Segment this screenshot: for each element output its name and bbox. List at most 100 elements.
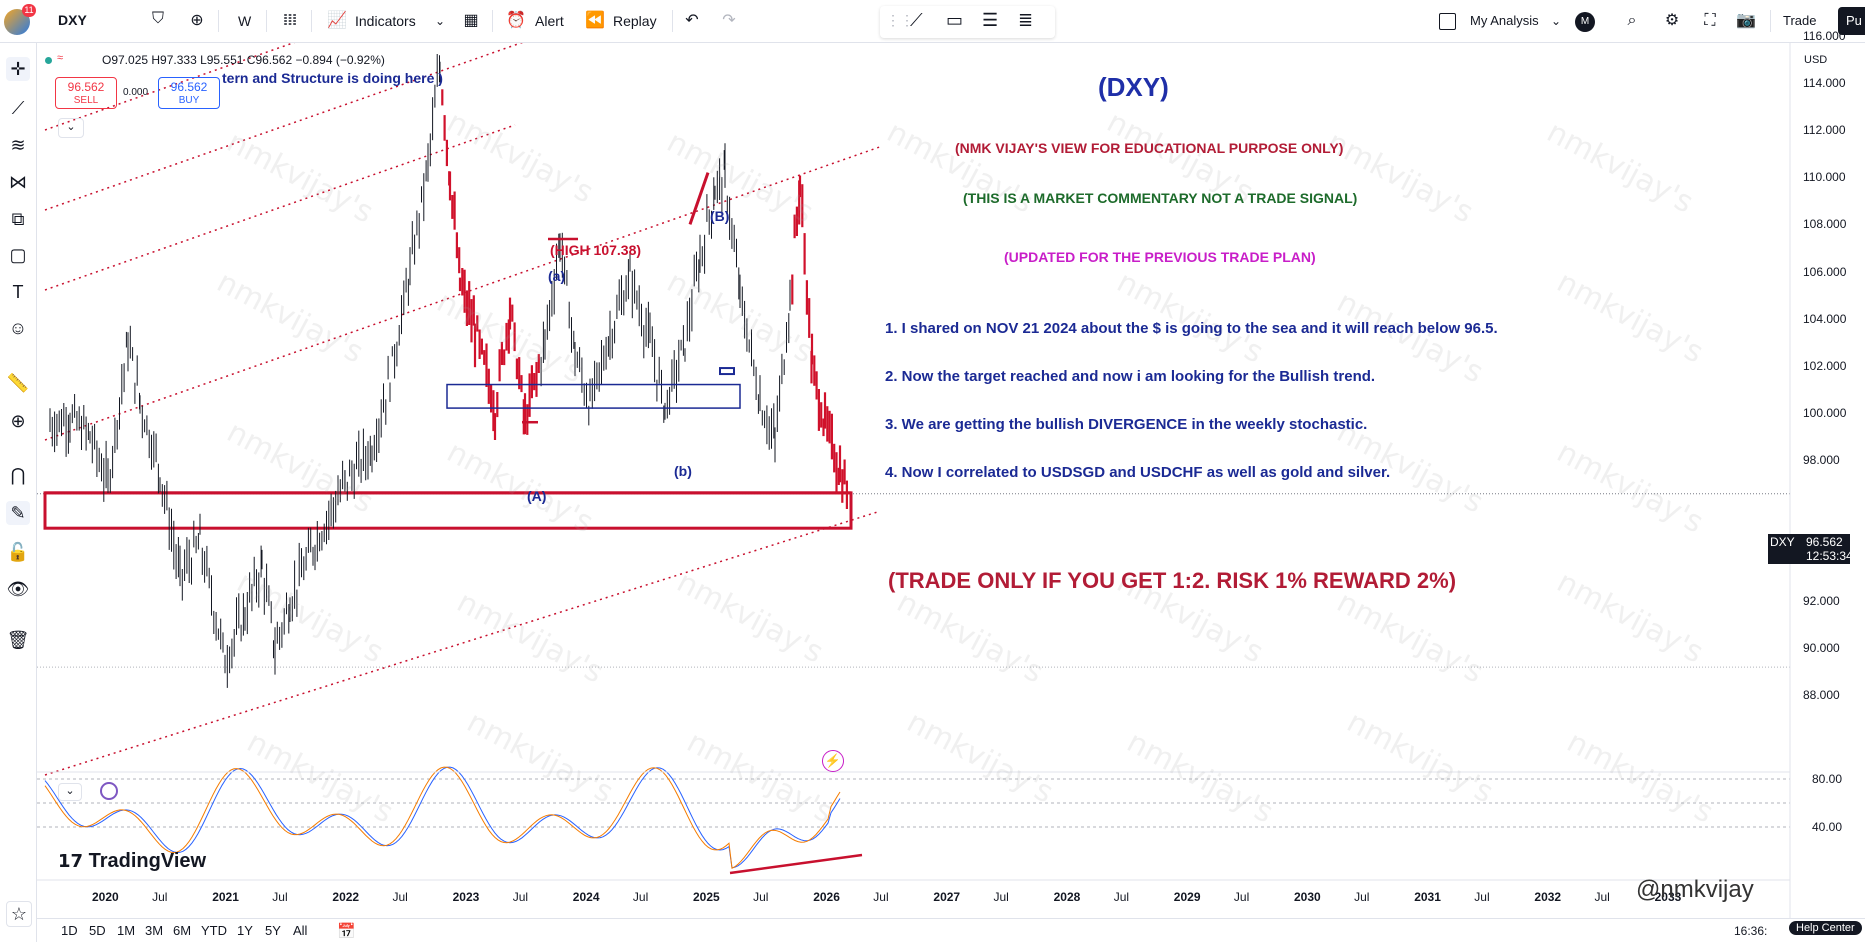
symbol-search[interactable]: DXY ⛉ xyxy=(44,8,174,34)
shapes-icon[interactable]: ▢ xyxy=(9,245,27,265)
oscillator-tick-label: 80.00 xyxy=(1812,772,1843,786)
price-chart[interactable] xyxy=(37,43,1865,918)
tradingview-logo: 𝟭𝟳 TradingView xyxy=(58,850,206,873)
divider xyxy=(672,10,673,32)
range-button[interactable]: YTD xyxy=(201,923,227,938)
sell-button[interactable]: 96.562 SELL xyxy=(55,77,117,109)
price-tick-label: 92.000 xyxy=(1803,594,1840,609)
time-tick-label: Jul xyxy=(1113,890,1130,904)
publish-button[interactable]: Pu xyxy=(1838,7,1865,35)
drag-handle-icon[interactable]: ⋮⋮ xyxy=(886,12,914,28)
range-button[interactable]: 3M xyxy=(145,923,164,938)
oscillator-collapse-icon[interactable]: ⌄ xyxy=(58,783,82,801)
rectangle-tool-icon[interactable]: ▭ xyxy=(946,10,964,30)
fib-tool-icon[interactable]: ☰ xyxy=(982,10,999,30)
layout-name[interactable]: My Analysis xyxy=(1470,13,1539,28)
time-tick-label: 2029 xyxy=(1173,890,1201,904)
demand-zone-box[interactable] xyxy=(43,491,853,530)
range-box[interactable] xyxy=(446,383,741,409)
price-tick-label: 90.000 xyxy=(1803,641,1840,656)
time-tick-label: Jul xyxy=(632,890,649,904)
lines-tool-icon[interactable]: ≣ xyxy=(1018,10,1034,30)
replay-button[interactable]: Replay xyxy=(613,13,657,29)
price-tick-label: 98.000 xyxy=(1803,452,1840,467)
spread-value: 0.000 xyxy=(123,87,149,98)
range-button[interactable]: 5Y xyxy=(265,923,281,938)
interval-button[interactable]: W xyxy=(238,13,252,29)
chevron-down-icon[interactable]: ⌄ xyxy=(1550,14,1562,28)
range-button[interactable]: 5D xyxy=(89,923,106,938)
compare-icon[interactable]: ⛉ xyxy=(152,10,165,27)
trendline-tool-icon[interactable]: ⟋ xyxy=(910,10,923,30)
candles-icon[interactable]: 𝍖 xyxy=(282,12,298,29)
divider xyxy=(1770,10,1771,32)
indicators-icon[interactable]: 📈 xyxy=(327,12,347,29)
time-tick-label: Jul xyxy=(873,890,889,904)
pattern-icon[interactable]: ⋈ xyxy=(9,172,27,192)
emoji-icon[interactable]: ☺ xyxy=(8,318,28,338)
collapse-legend-icon[interactable]: ⌄ xyxy=(58,118,84,138)
ruler-icon[interactable]: 📏 xyxy=(6,373,30,393)
divider xyxy=(492,10,493,32)
lightning-icon[interactable]: ⚡ xyxy=(822,750,844,772)
settings-icon[interactable]: ⚙ xyxy=(1664,12,1680,29)
trade-button[interactable]: Trade xyxy=(1783,13,1817,28)
wave-a-small-label: (a) xyxy=(548,268,566,284)
add-symbol-icon[interactable]: ⊕ xyxy=(190,12,204,29)
range-button[interactable]: 6M xyxy=(173,923,192,938)
fullscreen-icon[interactable]: ⛶ xyxy=(1704,12,1716,29)
magnet-icon[interactable]: ⋂ xyxy=(10,465,26,485)
drawing-quickbar: ⋮⋮ ⟋ ▭ ☰ ≣ xyxy=(880,6,1055,38)
quick-search-icon[interactable]: ⌕ xyxy=(1627,12,1637,29)
range-button[interactable]: 1Y xyxy=(237,923,253,938)
commentary-line: (THIS IS A MARKET COMMENTARY NOT A TRADE… xyxy=(963,190,1358,206)
star-icon[interactable]: ☆ xyxy=(6,901,32,927)
time-tick-label: 2033 xyxy=(1654,890,1682,904)
layout-checkbox[interactable] xyxy=(1439,13,1456,30)
buy-button[interactable]: 96.562 BUY xyxy=(158,77,220,109)
wave-A-label: (A) xyxy=(527,488,547,504)
time-tick-label: 2032 xyxy=(1534,890,1562,904)
chevron-down-icon[interactable]: ⌄ xyxy=(434,14,446,28)
alert-button[interactable]: Alert xyxy=(535,13,564,29)
lock-icon[interactable]: 🔓 xyxy=(6,542,30,562)
oscillator-settings-icon[interactable] xyxy=(100,782,118,800)
price-tick-label: 116.000 xyxy=(1803,29,1846,43)
clock-time[interactable]: 16:36: xyxy=(1734,924,1768,938)
price-tick-label: 106.000 xyxy=(1803,264,1847,279)
wave-b-small-label: (b) xyxy=(674,463,692,479)
forecast-icon[interactable]: ⧉ xyxy=(11,209,25,229)
camera-icon[interactable]: 📷 xyxy=(1736,12,1756,29)
time-tick-label: Jul xyxy=(512,890,529,904)
trendline-icon[interactable]: ⟋ xyxy=(11,98,25,118)
trash-icon[interactable]: 🗑 xyxy=(6,630,30,650)
zoom-in-icon[interactable]: ⊕ xyxy=(10,411,26,431)
top-toolbar: 11 DXY ⛉ ⊕ W 𝍖 📈 Indicators ⌄ ▦ ⏰ Alert … xyxy=(0,0,1865,43)
time-tick-label: Jul xyxy=(993,890,1009,904)
buy-label: BUY xyxy=(178,95,200,106)
range-button[interactable]: All xyxy=(293,923,308,938)
fib-icon[interactable]: ≋ xyxy=(10,135,26,155)
time-tick-label: 2026 xyxy=(813,890,840,904)
help-center-button[interactable]: Help Center xyxy=(1789,921,1862,935)
templates-icon[interactable]: ▦ xyxy=(463,12,479,29)
layout-badge[interactable]: M xyxy=(1575,12,1595,32)
price-tick-label: 102.000 xyxy=(1803,358,1847,373)
stochastic-oscillator xyxy=(44,766,863,875)
range-button[interactable]: 1M xyxy=(117,923,136,938)
currency-label[interactable]: USD xyxy=(1804,54,1828,66)
undo-icon[interactable]: ↶ xyxy=(685,12,699,29)
crosshair-icon[interactable]: ✛ xyxy=(6,57,30,81)
legend-dot-icon xyxy=(45,57,52,64)
alert-icon[interactable]: ⏰ xyxy=(506,12,526,29)
redo-icon[interactable]: ↷ xyxy=(722,12,736,29)
replay-icon[interactable]: ⏪ xyxy=(585,12,605,29)
indicators-button[interactable]: Indicators xyxy=(355,13,416,29)
range-button[interactable]: 1D xyxy=(61,923,78,938)
ohlc-values: O97.025 H97.333 L95.551 C96.562 −0.894 (… xyxy=(102,53,385,67)
update-line: (UPDATED FOR THE PREVIOUS TRADE PLAN) xyxy=(1004,249,1316,265)
date-range-icon[interactable]: 📅 xyxy=(337,923,356,940)
text-icon[interactable]: T xyxy=(12,282,24,302)
stay-drawing-icon[interactable]: ✎ xyxy=(6,501,30,525)
eye-icon[interactable]: 👁 xyxy=(6,579,30,599)
